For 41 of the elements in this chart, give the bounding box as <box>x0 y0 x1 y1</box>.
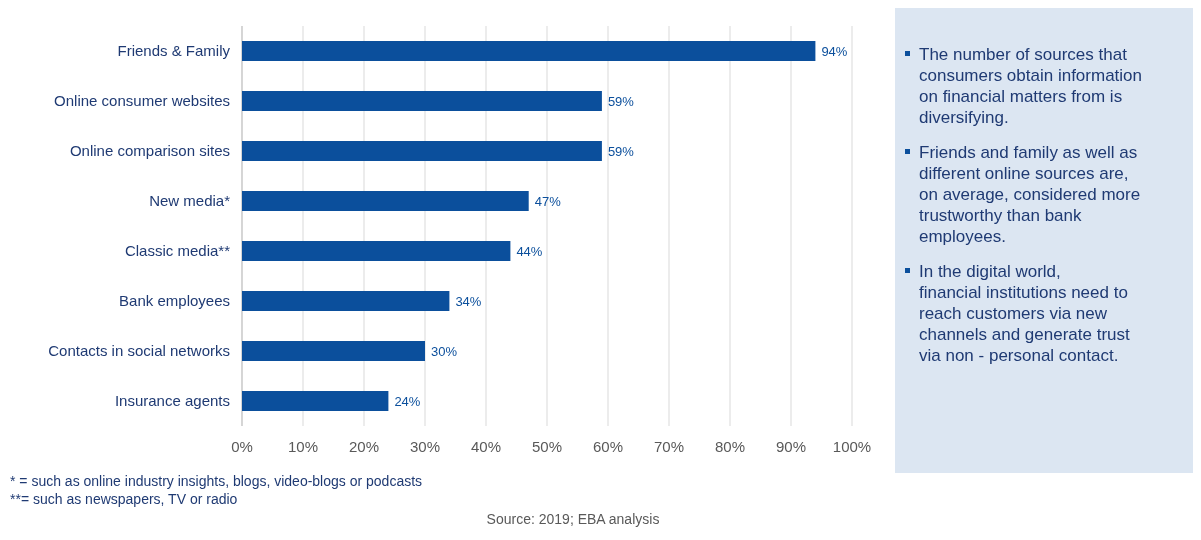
x-tick-label: 100% <box>832 438 872 455</box>
y-tick-label: Online comparison sites <box>69 142 230 160</box>
x-tick-label: 0% <box>231 438 253 455</box>
text: **= such as newspapers, TV or radio <box>10 491 238 507</box>
bar <box>242 41 816 61</box>
x-tick-label: 30% <box>409 438 441 455</box>
x-tick-label: 40% <box>470 438 502 455</box>
data-label: 94% <box>821 43 848 59</box>
data-label: 30% <box>431 343 458 359</box>
x-tick-label: 70% <box>653 438 685 455</box>
y-tick-label: Online consumer websites <box>54 92 230 110</box>
bar <box>242 141 602 161</box>
text: Friends and family as well as different online sources are, on average, considered more trustworthy than bank employees. <box>919 143 1141 246</box>
bar <box>242 391 389 411</box>
y-tick-label: Friends & Family <box>117 42 231 60</box>
source-note: Source: 2019; EBA analysis <box>486 511 660 527</box>
y-tick-label: Contacts in social networks <box>48 342 230 360</box>
y-tick-label: New media* <box>149 192 231 210</box>
x-tick-label: 60% <box>592 438 624 455</box>
x-tick-label: 10% <box>287 438 319 455</box>
x-tick-label: 20% <box>348 438 380 455</box>
data-label: 59% <box>607 93 635 109</box>
x-tick-label: 80% <box>714 438 746 455</box>
y-tick-label: Classic media** <box>124 242 231 260</box>
y-tick-label: Insurance agents <box>114 392 230 410</box>
text: In the digital world, financial institutions need to reach customers via new channels and generate trust via non - personal contact. <box>919 262 1131 365</box>
data-label: 44% <box>516 243 543 259</box>
y-tick-label: Bank employees <box>119 292 230 310</box>
data-label: 47% <box>534 193 562 209</box>
data-label: 59% <box>607 143 635 159</box>
bar <box>242 191 529 211</box>
bar <box>242 291 450 311</box>
data-label: 34% <box>455 293 482 309</box>
data-label: 24% <box>394 393 421 409</box>
bar <box>242 341 425 361</box>
text: * = such as online industry insights, blogs, video-blogs or podcasts <box>10 473 423 489</box>
x-tick-label: 90% <box>775 438 807 455</box>
bar <box>242 241 511 261</box>
bar <box>242 91 602 111</box>
x-tick-label: 50% <box>531 438 563 455</box>
text: The number of sources that consumers obtain information on financial matters from is diversifying. <box>919 45 1143 127</box>
